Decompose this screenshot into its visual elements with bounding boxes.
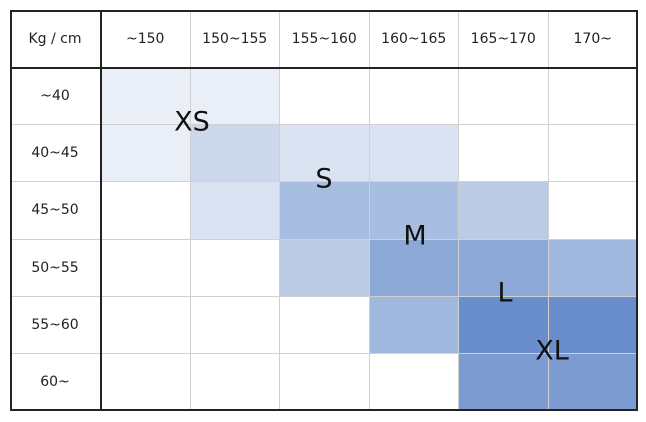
table-cell bbox=[190, 68, 280, 126]
header-corner: Kg / cm bbox=[10, 10, 101, 68]
size-label: XL bbox=[535, 335, 569, 367]
table-cell bbox=[459, 125, 549, 183]
table-cell bbox=[101, 354, 191, 412]
table-cell bbox=[548, 125, 638, 183]
table-cell bbox=[459, 182, 549, 240]
table-cell bbox=[101, 125, 191, 183]
column-header: 155~160 bbox=[280, 10, 370, 68]
row-header: ~40 bbox=[10, 68, 101, 126]
column-divider bbox=[100, 10, 102, 412]
row-header: 50~55 bbox=[10, 239, 101, 297]
column-header: 150~155 bbox=[190, 10, 280, 68]
column-header: 170~ bbox=[548, 10, 638, 68]
table-cell bbox=[280, 354, 370, 412]
table-cell bbox=[280, 239, 370, 297]
table-cell bbox=[459, 239, 549, 297]
table-cell bbox=[369, 182, 459, 240]
table-cell bbox=[101, 182, 191, 240]
table-cell bbox=[369, 125, 459, 183]
size-label: M bbox=[403, 220, 427, 252]
table-cell bbox=[280, 68, 370, 126]
row-header: 45~50 bbox=[10, 182, 101, 240]
table-cell bbox=[369, 68, 459, 126]
row-header: 40~45 bbox=[10, 125, 101, 183]
table-cell bbox=[280, 125, 370, 183]
table-cell bbox=[548, 239, 638, 297]
table-cell bbox=[369, 354, 459, 412]
table-cell bbox=[459, 354, 549, 412]
table-cell bbox=[101, 239, 191, 297]
table-cell bbox=[280, 296, 370, 354]
table-cell bbox=[548, 68, 638, 126]
table-cell bbox=[101, 68, 191, 126]
size-label: XS bbox=[174, 106, 210, 138]
table-cell bbox=[459, 296, 549, 354]
table-cell bbox=[280, 182, 370, 240]
row-header: 55~60 bbox=[10, 296, 101, 354]
column-header: 160~165 bbox=[369, 10, 459, 68]
table-cell bbox=[548, 182, 638, 240]
row-header: 60~ bbox=[10, 354, 101, 412]
table-cell bbox=[190, 354, 280, 412]
table-cell bbox=[190, 125, 280, 183]
header-divider bbox=[10, 67, 638, 69]
size-label: L bbox=[497, 277, 513, 309]
table-cell bbox=[190, 182, 280, 240]
table-cell bbox=[101, 296, 191, 354]
table-cell bbox=[190, 296, 280, 354]
size-label: S bbox=[315, 163, 333, 195]
column-header: ~150 bbox=[101, 10, 191, 68]
table-cell bbox=[548, 296, 638, 354]
table-cell bbox=[369, 239, 459, 297]
column-header: 165~170 bbox=[459, 10, 549, 68]
table-cell bbox=[369, 296, 459, 354]
table-cell bbox=[190, 239, 280, 297]
table-cell bbox=[459, 68, 549, 126]
